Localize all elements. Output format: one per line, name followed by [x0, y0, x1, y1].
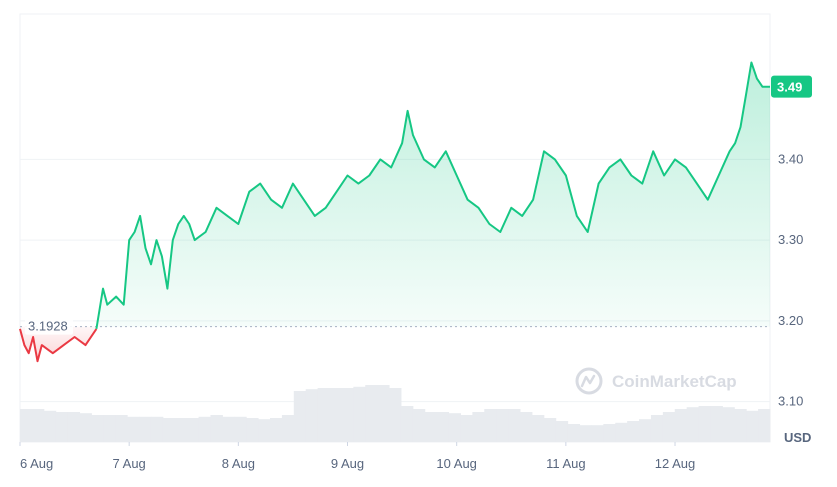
watermark: CoinMarketCap — [575, 367, 737, 395]
volume-bar — [579, 425, 592, 442]
x-tick-label: 10 Aug — [436, 456, 477, 471]
volume-bar — [222, 416, 235, 442]
volume-bar — [210, 415, 223, 442]
volume-bar — [43, 410, 57, 442]
volume-bar — [150, 416, 164, 442]
volume-bar — [365, 385, 378, 442]
x-tick-label: 8 Aug — [222, 456, 255, 471]
volume-bar — [448, 413, 461, 442]
x-tick-label: 9 Aug — [331, 456, 364, 471]
volume-bar — [234, 416, 247, 442]
currency-unit-label: USD — [784, 430, 811, 445]
volume-bar — [400, 406, 414, 442]
reference-label-background — [25, 317, 73, 335]
volume-bar — [305, 389, 319, 442]
volume-bar — [377, 385, 390, 442]
coinmarketcap-logo-icon — [575, 367, 603, 395]
volume-bar — [436, 412, 450, 442]
volume-bar — [389, 388, 402, 442]
volume-bar — [67, 412, 81, 442]
volume-bar — [758, 409, 771, 442]
x-tick-label: 12 Aug — [655, 456, 696, 471]
volume-bar — [103, 415, 116, 442]
volume-bar — [162, 418, 176, 442]
y-tick-label: 3.30 — [778, 232, 803, 247]
volume-bar — [722, 407, 735, 442]
volume-bar — [627, 421, 640, 442]
volume-bar — [270, 418, 283, 442]
volume-bar — [127, 416, 140, 442]
volume-bar — [31, 409, 45, 442]
x-axis: 6 Aug 7 Aug 8 Aug 9 Aug 10 Aug 11 Aug 12 Aug — [19, 442, 696, 471]
volume-bar — [543, 418, 557, 442]
volume-bar — [650, 415, 664, 442]
current-price-text: 3.49 — [777, 80, 802, 95]
volume-bar — [424, 412, 438, 442]
volume-bar — [20, 409, 33, 442]
volume-bar — [55, 412, 69, 442]
reference-price-text: 3.1928 — [28, 319, 68, 334]
volume-bar — [746, 410, 759, 442]
volume-bar — [186, 418, 200, 442]
volume-bar — [484, 409, 497, 442]
volume-bar — [520, 412, 533, 442]
volume-bar — [698, 406, 711, 442]
price-area-fill — [96, 62, 770, 329]
y-axis: 3.10 3.20 3.30 3.40 — [778, 151, 803, 408]
volume-bar — [353, 386, 366, 442]
volume-bar — [293, 391, 307, 442]
reference-price-label: 3.1928 — [25, 317, 73, 335]
volume-bar — [508, 409, 521, 442]
volume-bar — [198, 416, 211, 442]
x-tick-label: 11 Aug — [546, 456, 586, 471]
volume-bar — [460, 415, 473, 442]
volume-bar — [472, 412, 485, 442]
price-line-up — [95, 61, 770, 330]
price-line-down — [19, 328, 98, 363]
y-tick-label: 3.20 — [778, 313, 803, 328]
volume-bar — [710, 406, 723, 442]
current-price-badge-background — [771, 75, 812, 98]
volume-bar — [603, 424, 616, 442]
volume-bar — [329, 388, 342, 442]
volume-bar — [496, 409, 509, 442]
y-tick-label: 3.10 — [778, 394, 803, 409]
volume-bar — [686, 407, 700, 442]
volume-bar — [615, 422, 628, 442]
volume-bar — [246, 418, 259, 442]
volume-bar — [662, 412, 676, 442]
volume-bar — [734, 409, 747, 442]
volume-bar — [555, 421, 569, 442]
volume-bar — [79, 413, 92, 442]
volume-bar — [139, 416, 152, 442]
current-price-badge: 3.49 — [771, 75, 812, 98]
volume-bar — [91, 415, 104, 442]
volume-bar — [639, 419, 652, 442]
x-tick-label: 6 Aug — [20, 456, 53, 471]
volume-bar — [174, 418, 188, 442]
volume-bar — [258, 419, 271, 442]
volume-bar — [341, 388, 354, 442]
volume-bar — [531, 415, 545, 442]
volume-bar — [674, 409, 688, 442]
volume-bar — [412, 409, 426, 442]
x-tick-label: 7 Aug — [113, 456, 146, 471]
volume-bar — [115, 415, 128, 442]
coinmarketcap-logo-mark — [580, 374, 596, 388]
volume-bar — [567, 424, 581, 442]
y-tick-label: 3.40 — [778, 151, 803, 166]
volume-bar — [591, 425, 604, 442]
volume-bars — [20, 385, 771, 442]
volume-bar — [281, 415, 295, 442]
watermark-text: CoinMarketCap — [612, 372, 737, 391]
volume-bar — [317, 388, 331, 442]
